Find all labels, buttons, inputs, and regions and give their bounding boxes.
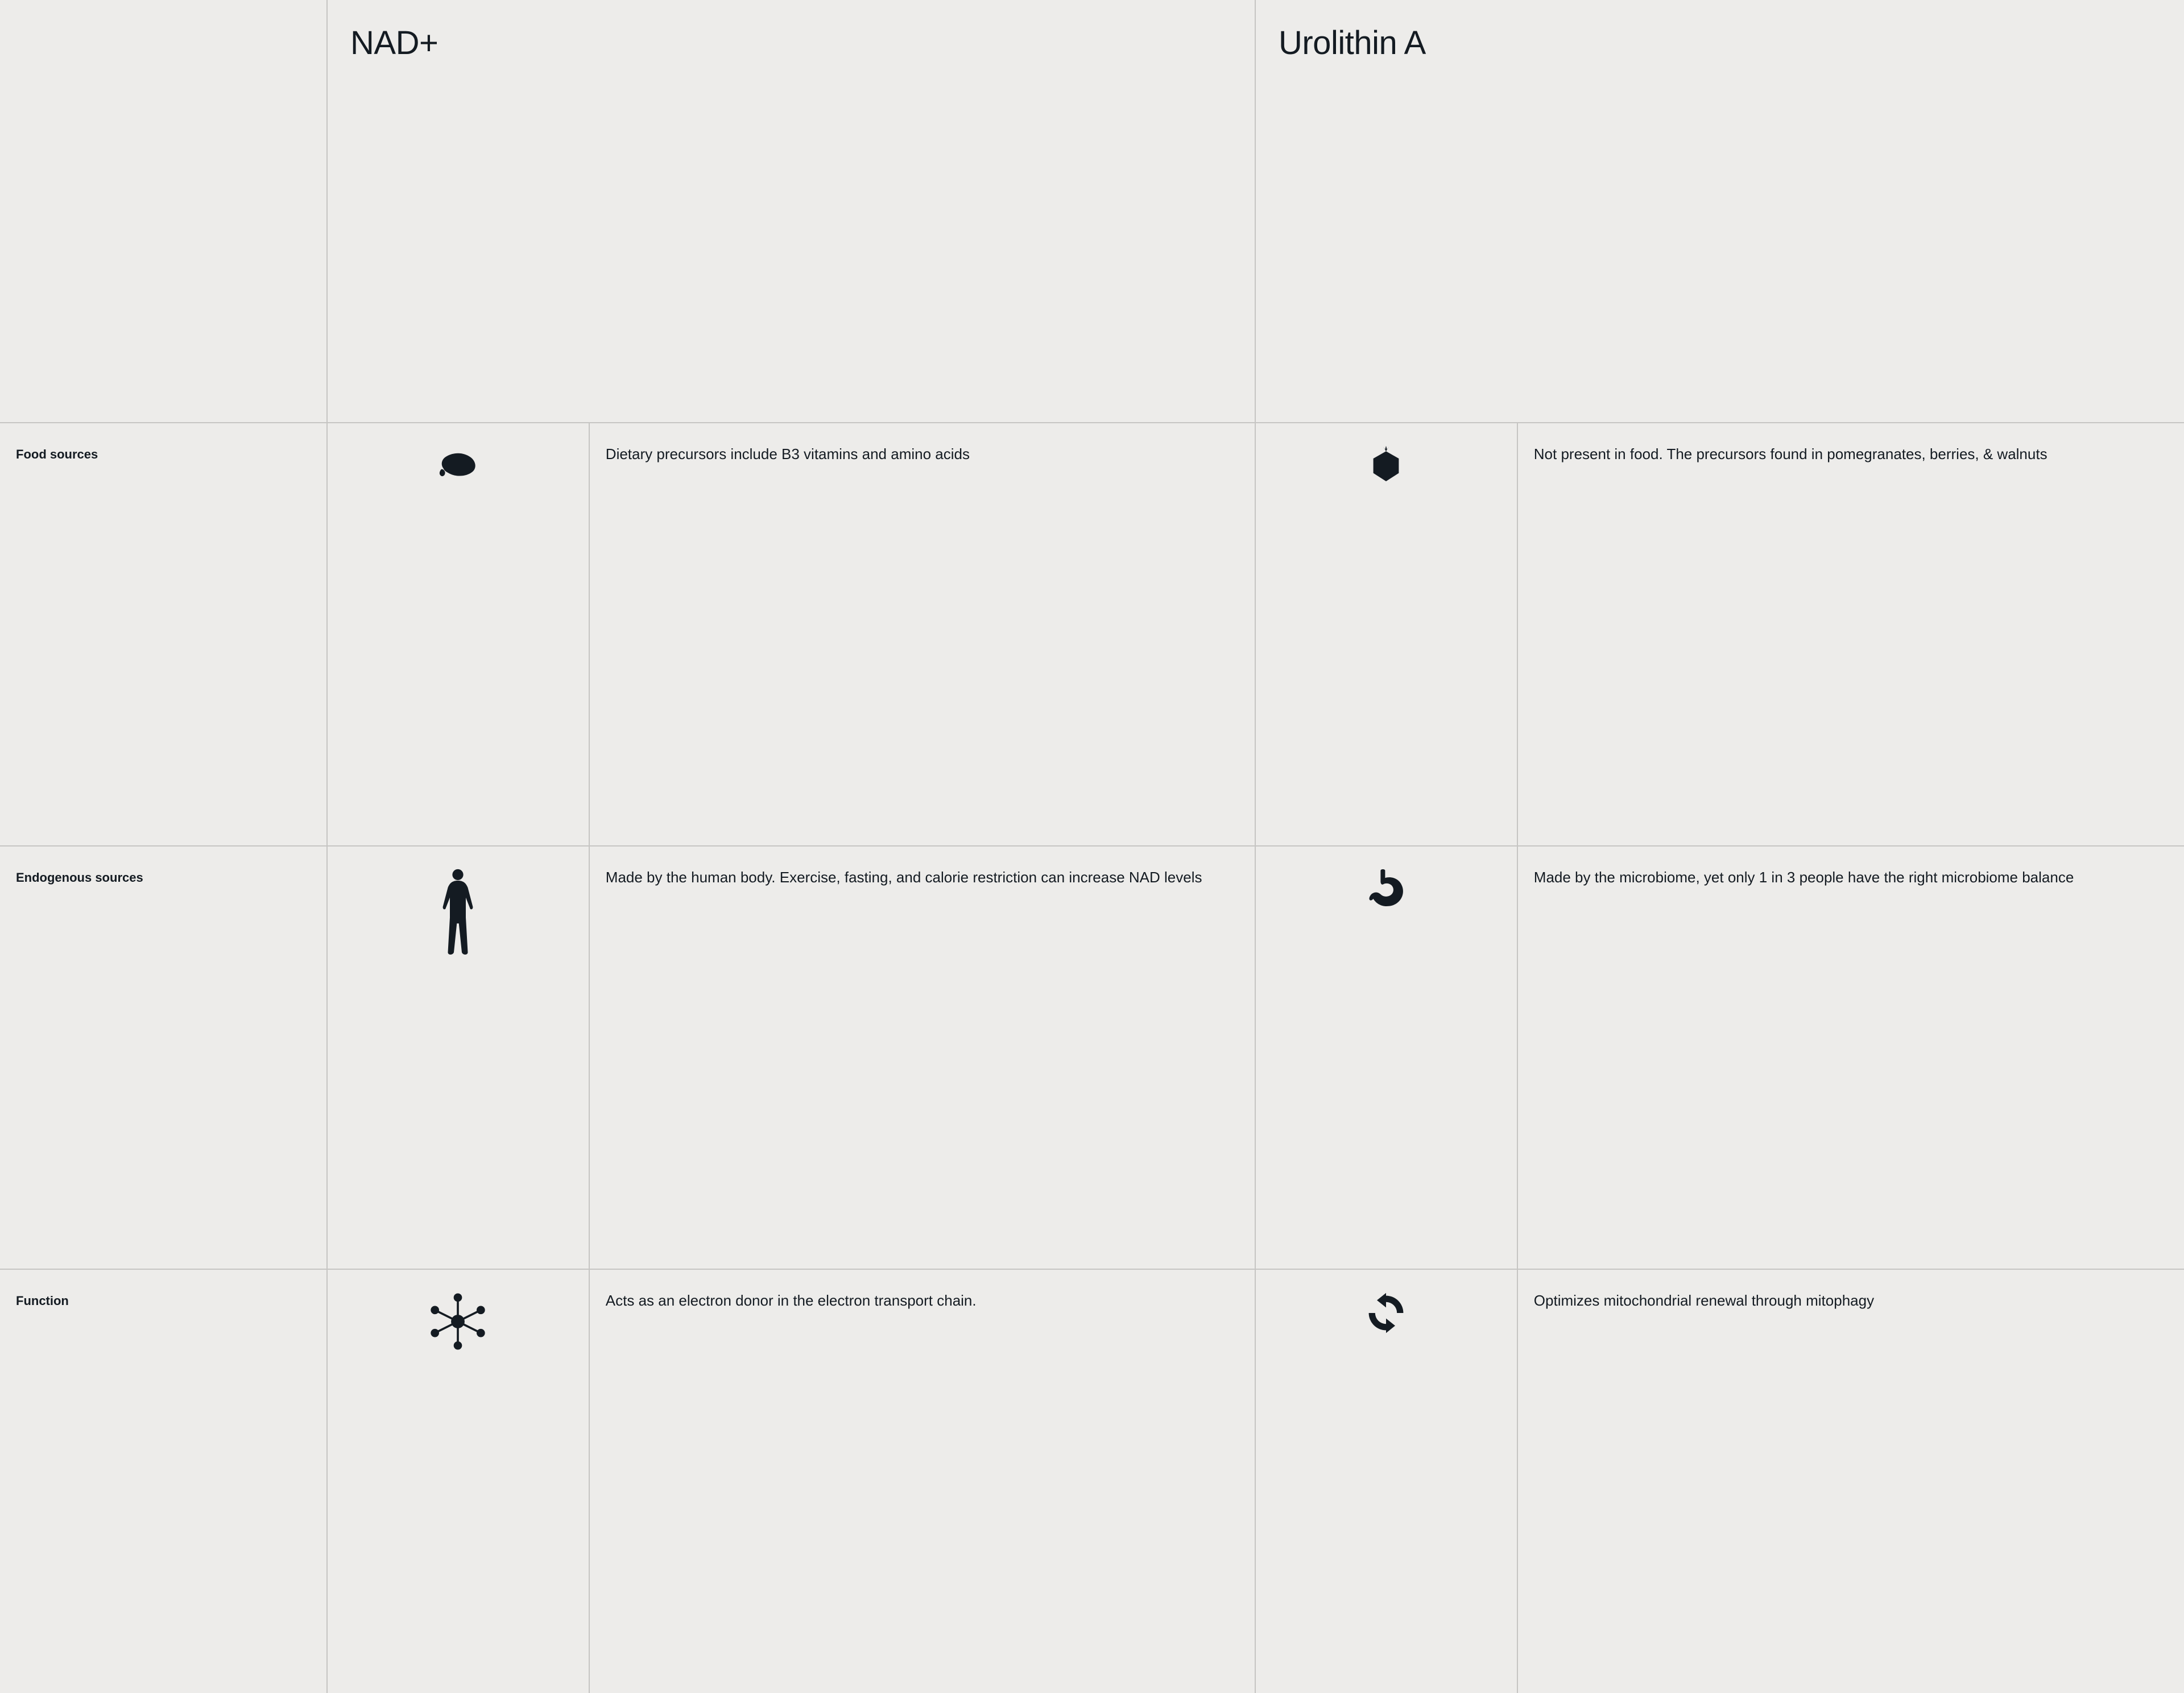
column-title-urolithin: Urolithin A xyxy=(1256,0,2184,423)
sausage-icon xyxy=(435,444,481,484)
header-empty-cell xyxy=(0,0,328,423)
cycle-arrows-icon xyxy=(1363,1290,1409,1336)
desc-text: Not present in food. The precursors foun… xyxy=(1534,445,2048,463)
human-body-icon xyxy=(438,867,478,958)
molecule-icon xyxy=(427,1290,489,1353)
stomach-icon xyxy=(1363,867,1409,912)
desc-text: Made by the human body. Exercise, fastin… xyxy=(606,869,1202,886)
desc-cell: Not present in food. The precursors foun… xyxy=(1518,423,2184,846)
desc-cell: Optimizes mitochondrial renewal through … xyxy=(1518,1270,2184,1693)
row-label-function: Function xyxy=(0,1270,328,1693)
pomegranate-icon xyxy=(1368,444,1404,487)
icon-cell xyxy=(328,423,590,846)
row-label-text: Endogenous sources xyxy=(16,870,143,885)
icon-cell xyxy=(1256,1270,1518,1693)
row-label-text: Function xyxy=(16,1294,69,1308)
col2-title-text: Urolithin A xyxy=(1279,24,1426,61)
desc-text: Optimizes mitochondrial renewal through … xyxy=(1534,1292,1874,1309)
desc-cell: Made by the microbiome, yet only 1 in 3 … xyxy=(1518,846,2184,1270)
comparison-table: NAD+ Urolithin A Food sources Dietary pr… xyxy=(0,0,2184,1693)
icon-cell xyxy=(328,846,590,1270)
desc-text: Made by the microbiome, yet only 1 in 3 … xyxy=(1534,869,2074,886)
desc-text: Dietary precursors include B3 vitamins a… xyxy=(606,445,970,463)
desc-cell: Dietary precursors include B3 vitamins a… xyxy=(590,423,1256,846)
icon-cell xyxy=(328,1270,590,1693)
icon-cell xyxy=(1256,846,1518,1270)
row-label-endogenous-sources: Endogenous sources xyxy=(0,846,328,1270)
col1-title-text: NAD+ xyxy=(350,24,438,61)
desc-text: Acts as an electron donor in the electro… xyxy=(606,1292,977,1309)
icon-cell xyxy=(1256,423,1518,846)
column-title-nad: NAD+ xyxy=(328,0,1256,423)
row-label-food-sources: Food sources xyxy=(0,423,328,846)
desc-cell: Made by the human body. Exercise, fastin… xyxy=(590,846,1256,1270)
row-label-text: Food sources xyxy=(16,447,98,461)
desc-cell: Acts as an electron donor in the electro… xyxy=(590,1270,1256,1693)
